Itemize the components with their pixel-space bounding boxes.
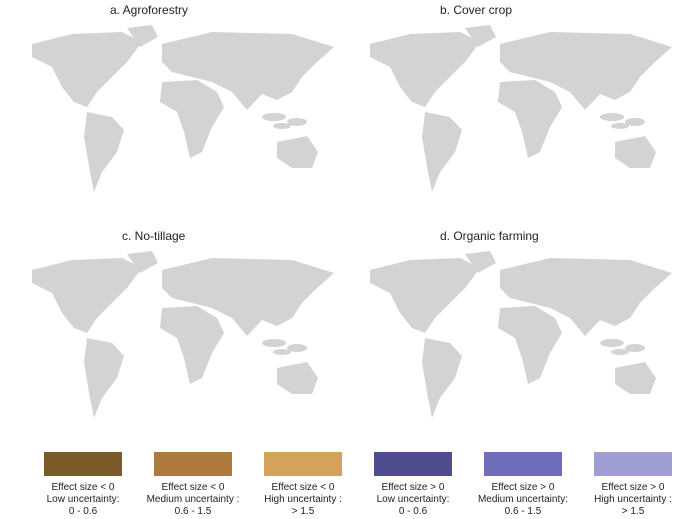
legend-label: Effect size < 0: [162, 482, 225, 493]
legend-label: Effect size > 0: [382, 482, 445, 493]
legend-label: Effect size > 0: [492, 482, 555, 493]
legend-swatch: [374, 452, 452, 476]
legend-label: High uncertainty :: [264, 494, 342, 505]
panel-title: c. No-tillage: [122, 229, 186, 243]
legend-label: > 1.5: [622, 506, 645, 517]
map-d: [370, 251, 672, 418]
legend-label: Effect size < 0: [52, 482, 115, 493]
panel-title: b. Cover crop: [440, 3, 512, 17]
legend-swatch: [264, 452, 342, 476]
legend-label: Low uncertainty:: [47, 494, 120, 505]
legend-label: 0 - 0.6: [399, 506, 428, 517]
panel-title: a. Agroforestry: [110, 3, 188, 17]
legend-swatch: [484, 452, 562, 476]
map-a: [32, 25, 334, 192]
legend-swatch: [154, 452, 232, 476]
legend-label: 0 - 0.6: [69, 506, 98, 517]
legend-label: Medium uncertainty :: [147, 494, 240, 505]
legend-label: Medium uncertainty:: [478, 494, 568, 505]
map-c: [32, 251, 334, 418]
legend-label: High uncertainty :: [594, 494, 672, 505]
legend-label: Low uncertainty:: [377, 494, 450, 505]
legend-label: 0.6 - 1.5: [505, 506, 542, 517]
legend-label: 0.6 - 1.5: [175, 506, 212, 517]
map-b: [370, 25, 672, 192]
legend-label: Effect size > 0: [602, 482, 665, 493]
legend-swatch: [594, 452, 672, 476]
legend-swatch: [44, 452, 122, 476]
legend-label: Effect size < 0: [272, 482, 335, 493]
panel-title: d. Organic farming: [440, 229, 539, 243]
legend-label: > 1.5: [292, 506, 315, 517]
